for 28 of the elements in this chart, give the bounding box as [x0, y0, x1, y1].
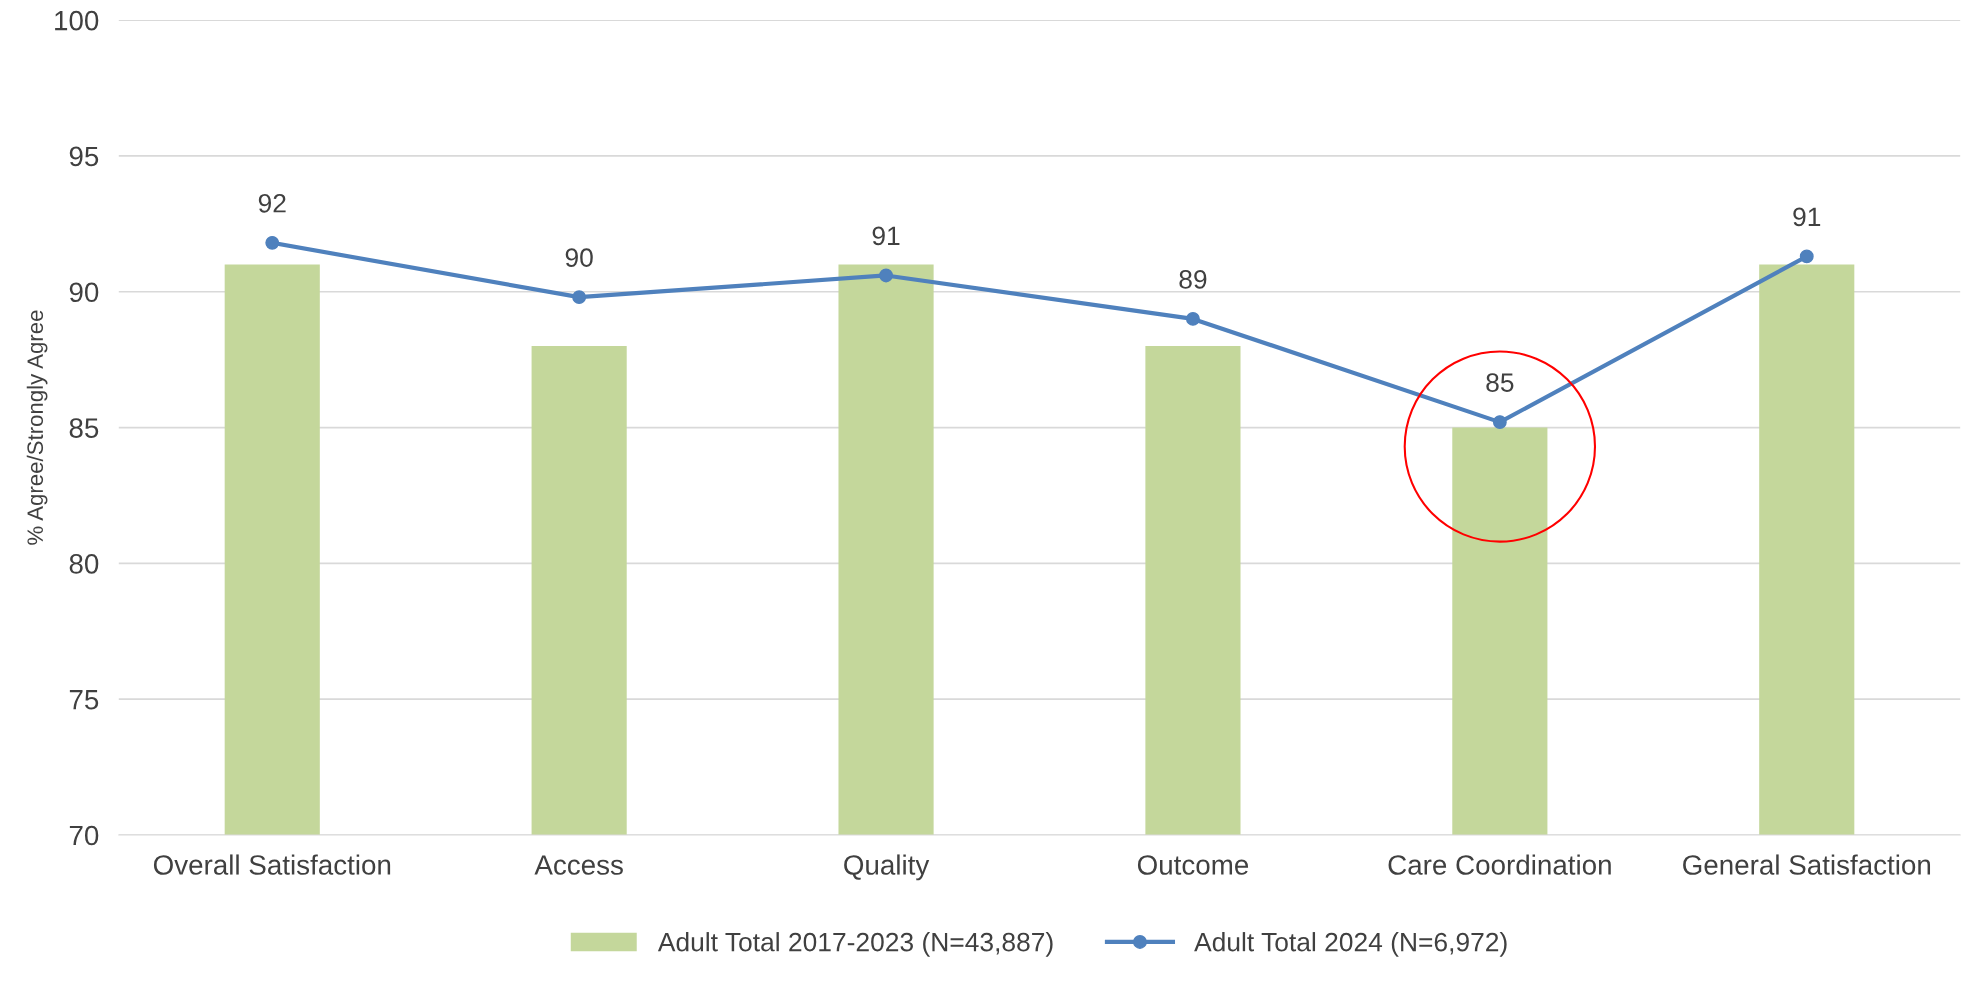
legend-label: Adult Total 2017-2023 (N=43,887): [657, 932, 1053, 957]
x-tick-label: Access: [534, 855, 623, 875]
data-label: 92: [258, 193, 286, 213]
y-tick-label: 80: [69, 554, 99, 574]
point: [1799, 249, 1814, 264]
point: [879, 268, 893, 283]
x-tick-label: Care Coordination: [1388, 854, 1611, 875]
point: [265, 235, 280, 250]
point: [1492, 415, 1507, 430]
data-label: 90: [565, 248, 593, 267]
point: [1186, 311, 1200, 326]
y-tick-label: 70: [69, 825, 99, 846]
data-label: 85: [1486, 373, 1514, 392]
x-tick-label: Outcome: [1137, 855, 1249, 875]
legend-label: Adult Total 2024 (N=6,972): [1194, 932, 1507, 957]
y-axis-title: % Agree/Strongly Agree: [26, 310, 48, 545]
y-tick-label: 75: [69, 690, 99, 710]
data-label: 91: [872, 226, 900, 246]
point: [572, 290, 587, 305]
y-tick-label: 90: [69, 282, 99, 303]
data-label: 89: [1179, 270, 1207, 289]
data-label: 91: [1793, 207, 1821, 227]
y-tick-label: 95: [69, 146, 99, 167]
x-tick-label: General Satisfaction: [1683, 854, 1931, 875]
x-tick-label: Quality: [844, 854, 930, 881]
y-tick-label: 100: [55, 10, 99, 31]
y-tick-label: 85: [69, 418, 99, 438]
x-tick-label: Overall Satisfaction: [153, 854, 391, 875]
